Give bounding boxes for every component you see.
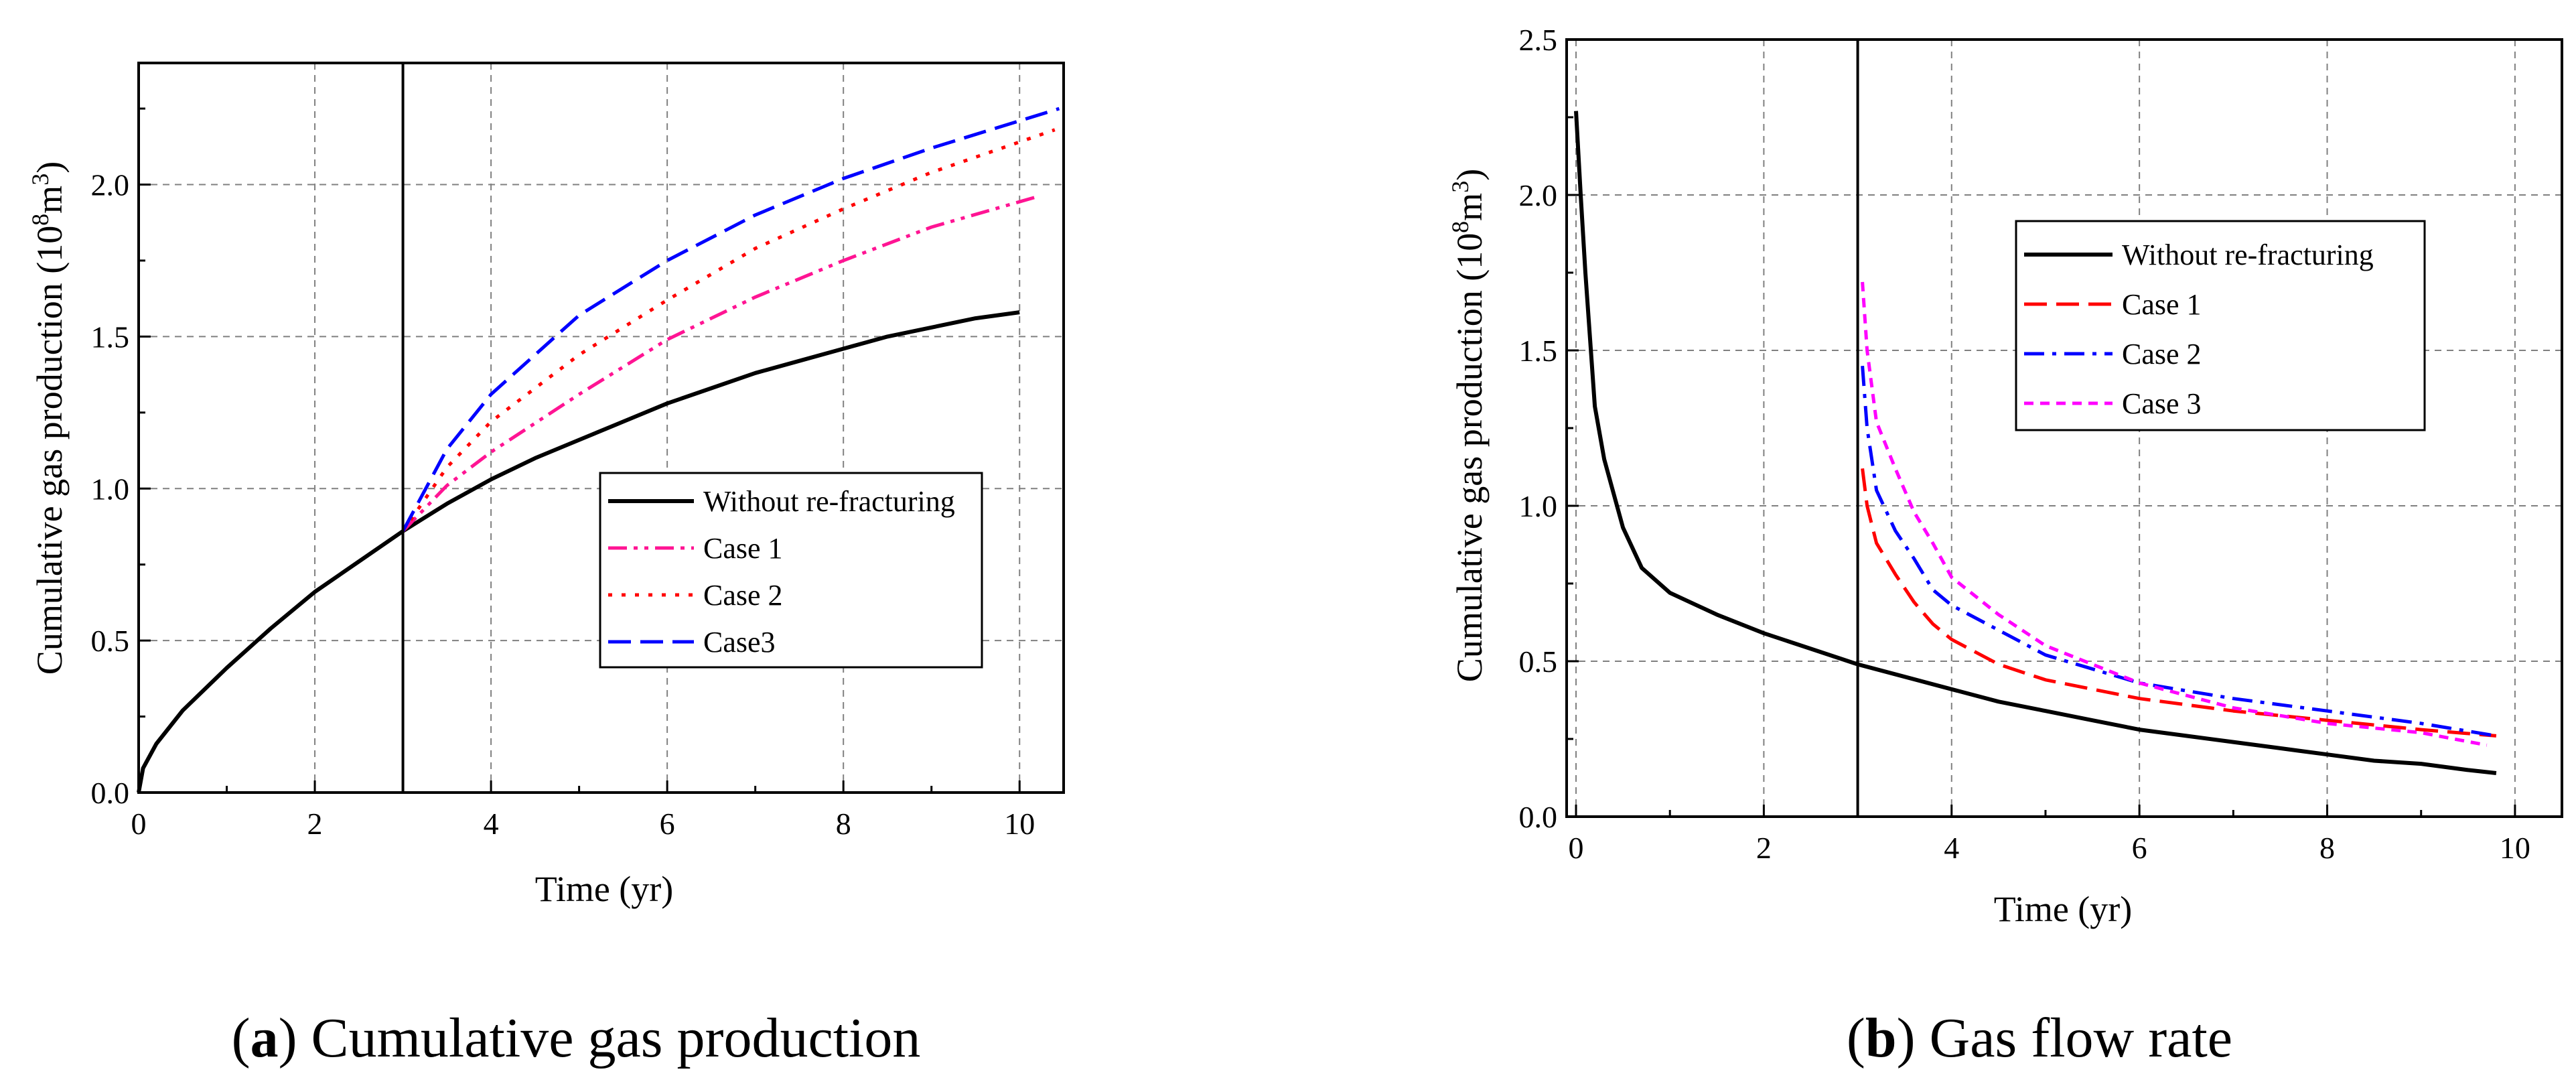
panel-b-ticks: 0 2 4 6 8 10 0.0 0.5 1.0 1.5 2.0 2.5: [1519, 23, 2530, 865]
b-y-tick-label: 2.5: [1519, 23, 1558, 57]
b-x-tick-label: 6: [2132, 831, 2147, 865]
b-y-tick-label: 0.5: [1519, 644, 1558, 679]
panel-a-legend: Without re-fracturing Case 1 Case 2 Case3: [599, 472, 983, 669]
b-y-tick-label: 1.5: [1519, 334, 1558, 368]
panel-a-plot-frame: [137, 62, 1065, 794]
a-legend-label-3: Case 2: [703, 579, 783, 612]
panel-b-caption-text: Gas flow rate: [1916, 1007, 2232, 1069]
b-x-tick-label: 10: [2500, 831, 2530, 865]
b-x-tick-label: 2: [1756, 831, 1772, 865]
panel-b-y-axis-title: Cumulative gas production (108m3): [1447, 169, 1490, 682]
b-legend-label-2: Case 1: [2122, 288, 2202, 321]
a-y-tick-label: 1.0: [91, 472, 130, 506]
b-legend-label-4: Case 3: [2122, 387, 2202, 420]
a-series-line-3: [401, 128, 1056, 533]
panel-a-cumulative-gas-production: 0 2 4 6 8 10 0.0 0.5 1.0 1.5 2.0 Time (yr) Cumulat…: [27, 62, 1065, 1069]
panel-a-series: [137, 107, 1060, 793]
a-y-tick-label: 2.0: [91, 168, 130, 202]
a-y-tick-label: 0.0: [91, 776, 130, 810]
panel-b-caption: (b) Gas flow rate: [1847, 1007, 2232, 1069]
panel-b-gas-flow-rate: 0 2 4 6 8 10 0.0 0.5 1.0 1.5 2.0 2.5 Time (yr) Cumu…: [1447, 23, 2563, 1069]
a-x-tick-label: 10: [1004, 807, 1035, 841]
a-x-tick-label: 8: [836, 807, 851, 841]
panel-b-series: [1574, 111, 2497, 775]
b-y-tick-label: 2.0: [1519, 178, 1558, 212]
a-series-line-1: [137, 310, 1020, 793]
panel-a-ticks: 0 2 4 6 8 10 0.0 0.5 1.0 1.5 2.0: [91, 107, 1035, 841]
panel-a-legend-box: [599, 472, 983, 669]
panel-a-y-axis-title: Cumulative gas production (108m3): [27, 161, 70, 675]
panel-a-grid: [139, 63, 1064, 793]
a-x-tick-label: 0: [131, 807, 147, 841]
b-y-tick-label: 1.0: [1519, 489, 1558, 523]
a-x-tick-label: 4: [484, 807, 499, 841]
a-series-line-4: [401, 107, 1060, 532]
b-x-tick-label: 4: [1944, 831, 1959, 865]
panel-b-caption-letter: b: [1865, 1007, 1897, 1069]
b-series-line-1: [1574, 111, 2497, 775]
a-x-tick-label: 6: [660, 807, 675, 841]
a-legend-label-1: Without re-fracturing: [703, 485, 955, 518]
panel-a-caption: (a) Cumulative gas production: [232, 1007, 921, 1069]
a-legend-label-2: Case 1: [703, 532, 783, 565]
panel-a-caption-letter: a: [251, 1007, 279, 1069]
panel-b-x-axis-title: Time (yr): [1994, 889, 2133, 929]
b-y-tick-label: 0.0: [1519, 800, 1558, 834]
b-legend-label-1: Without re-fracturing: [2122, 238, 2374, 271]
panel-a-x-axis-title: Time (yr): [535, 869, 674, 909]
b-series-line-4: [1861, 281, 2488, 747]
a-y-tick-label: 1.5: [91, 320, 130, 354]
b-series-line-2: [1861, 468, 2497, 738]
b-series-line-3: [1861, 366, 2497, 738]
a-legend-label-4: Case3: [703, 626, 776, 659]
b-legend-label-3: Case 2: [2122, 338, 2202, 370]
a-y-tick-label: 0.5: [91, 624, 130, 658]
b-x-tick-label: 8: [2319, 831, 2335, 865]
panel-b-legend: Without re-fracturing Case 1 Case 2 Case 3: [2015, 220, 2426, 431]
a-x-tick-label: 2: [307, 807, 323, 841]
b-x-tick-label: 0: [1569, 831, 1584, 865]
panel-a-caption-text: Cumulative gas production: [297, 1007, 921, 1069]
